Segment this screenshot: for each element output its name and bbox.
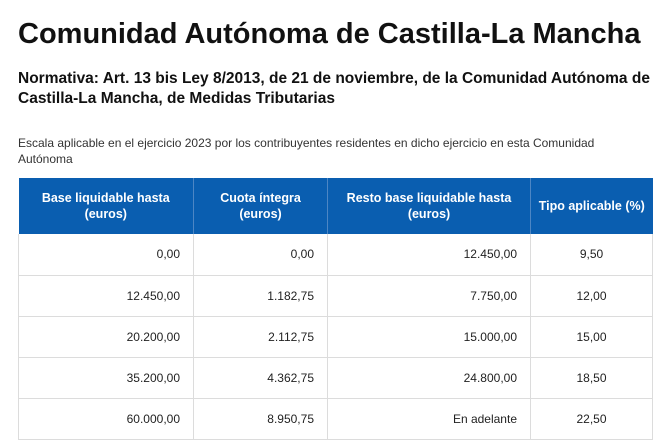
page-title: Comunidad Autónoma de Castilla-La Mancha <box>18 18 641 50</box>
cell-base-liquidable: 0,00 <box>18 234 194 276</box>
header-tipo-aplicable: Tipo aplicable (%) <box>530 178 653 234</box>
header-base-liquidable: Base liquidable hasta (euros) <box>18 178 194 234</box>
cell-resto-base: 24.800,00 <box>327 357 531 399</box>
cell-tipo-aplicable: 9,50 <box>530 234 653 276</box>
cell-tipo-aplicable: 18,50 <box>530 357 653 399</box>
table-row: 12.450,00 1.182,75 7.750,00 12,00 <box>18 275 653 317</box>
tax-scale-table: Base liquidable hasta (euros) Cuota ínte… <box>18 178 653 440</box>
cell-resto-base: 12.450,00 <box>327 234 531 276</box>
cell-base-liquidable: 20.200,00 <box>18 316 194 358</box>
cell-tipo-aplicable: 12,00 <box>530 275 653 317</box>
cell-tipo-aplicable: 22,50 <box>530 398 653 440</box>
cell-resto-base: 7.750,00 <box>327 275 531 317</box>
cell-resto-base: En adelante <box>327 398 531 440</box>
cell-base-liquidable: 35.200,00 <box>18 357 194 399</box>
header-cuota-integra: Cuota íntegra (euros) <box>193 178 328 234</box>
cell-cuota-integra: 1.182,75 <box>193 275 328 317</box>
table-row: 20.200,00 2.112,75 15.000,00 15,00 <box>18 316 653 358</box>
cell-tipo-aplicable: 15,00 <box>530 316 653 358</box>
table-row: 35.200,00 4.362,75 24.800,00 18,50 <box>18 357 653 399</box>
cell-resto-base: 15.000,00 <box>327 316 531 358</box>
table-row: 60.000,00 8.950,75 En adelante 22,50 <box>18 398 653 440</box>
cell-base-liquidable: 60.000,00 <box>18 398 194 440</box>
cell-cuota-integra: 0,00 <box>193 234 328 276</box>
cell-cuota-integra: 8.950,75 <box>193 398 328 440</box>
cell-base-liquidable: 12.450,00 <box>18 275 194 317</box>
regulation-subtitle: Normativa: Art. 13 bis Ley 8/2013, de 21… <box>18 70 650 107</box>
table-row: 0,00 0,00 12.450,00 9,50 <box>18 234 653 276</box>
scale-description: Escala aplicable en el ejercicio 2023 po… <box>18 136 595 166</box>
cell-cuota-integra: 2.112,75 <box>193 316 328 358</box>
cell-cuota-integra: 4.362,75 <box>193 357 328 399</box>
header-resto-base: Resto base liquidable hasta (euros) <box>327 178 531 234</box>
table-header-row: Base liquidable hasta (euros) Cuota ínte… <box>18 178 653 234</box>
